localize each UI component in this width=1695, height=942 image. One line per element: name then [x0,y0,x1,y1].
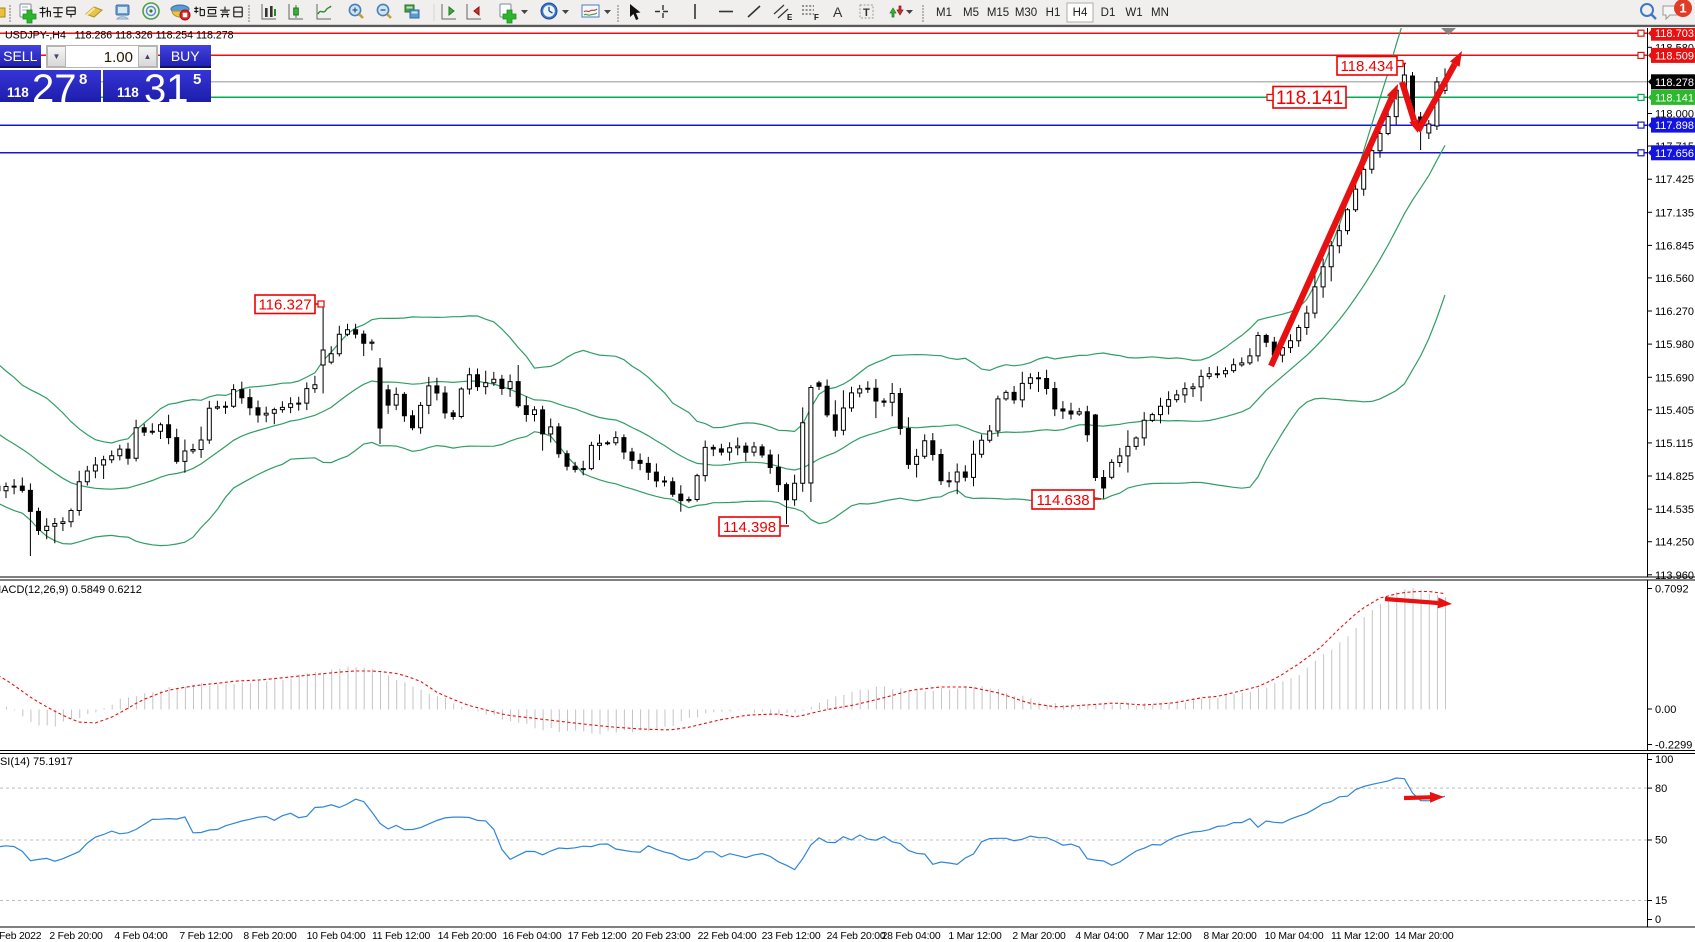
svg-text:113.960: 113.960 [1655,570,1694,582]
svg-text:M30: M30 [1015,7,1037,19]
svg-text:14 Feb 20:00: 14 Feb 20:00 [438,931,497,942]
svg-text:8 Feb 20:00: 8 Feb 20:00 [243,931,297,942]
svg-text:-0.2299: -0.2299 [1655,740,1692,752]
svg-text:2 Mar 20:00: 2 Mar 20:00 [1012,931,1066,942]
svg-text:11 Mar 12:00: 11 Mar 12:00 [1331,931,1389,942]
svg-text:116.270: 116.270 [1655,306,1694,318]
svg-text:115.980: 115.980 [1655,339,1694,351]
svg-text:114.638: 114.638 [1036,492,1089,509]
svg-text:1: 1 [1679,1,1686,16]
svg-text:80: 80 [1655,783,1667,795]
svg-text:118.141: 118.141 [1276,88,1343,109]
svg-text:117.656: 117.656 [1655,148,1694,160]
svg-text:100: 100 [1655,754,1673,766]
svg-text:RSI(14) 75.1917: RSI(14) 75.1917 [0,756,73,768]
svg-text:116.560: 116.560 [1655,273,1694,285]
svg-text:23 Feb 12:00: 23 Feb 12:00 [762,931,821,942]
svg-text:2 Feb 20:00: 2 Feb 20:00 [49,931,103,942]
svg-text:M15: M15 [987,7,1009,19]
svg-text:MN: MN [1151,7,1169,19]
svg-text:114.250: 114.250 [1655,537,1694,549]
svg-text:114.535: 114.535 [1655,504,1694,516]
svg-text:H1: H1 [1046,7,1061,19]
svg-text:118.434: 118.434 [1340,58,1393,75]
svg-text:15: 15 [1655,895,1667,907]
svg-text:118.278: 118.278 [1655,77,1694,89]
svg-text:50: 50 [1655,835,1667,847]
svg-text:0: 0 [1655,914,1661,926]
svg-text:D1: D1 [1101,7,1116,19]
svg-text:MACD(12,26,9) 0.5849 0.6212: MACD(12,26,9) 0.5849 0.6212 [0,584,142,596]
svg-text:A: A [833,4,843,20]
svg-text:117.425: 117.425 [1655,174,1694,186]
svg-text:0.00: 0.00 [1655,704,1676,716]
svg-text:116.845: 116.845 [1655,240,1694,252]
svg-text:118.509: 118.509 [1655,50,1694,62]
svg-text:28 Feb 04:00: 28 Feb 04:00 [882,931,941,942]
svg-text:116.327: 116.327 [258,297,311,314]
svg-text:117.135: 117.135 [1655,207,1694,219]
svg-text:T: T [863,7,870,19]
svg-text:22 Feb 04:00: 22 Feb 04:00 [698,931,757,942]
svg-text:114.825: 114.825 [1655,471,1694,483]
svg-text:115.115: 115.115 [1655,438,1693,450]
svg-text:10 Feb 04:00: 10 Feb 04:00 [307,931,366,942]
svg-text:H4: H4 [1073,7,1088,19]
svg-text:F: F [814,13,819,22]
svg-text:E: E [787,13,793,22]
svg-text:USDJPY-,H4 118.286 118.326 1: USDJPY-,H4 118.286 118.326 118.254 118.2… [5,30,234,42]
svg-text:8 Mar 20:00: 8 Mar 20:00 [1203,931,1257,942]
svg-text:4 Mar 04:00: 4 Mar 04:00 [1075,931,1129,942]
svg-text:20 Feb 23:00: 20 Feb 23:00 [632,931,691,942]
svg-text:115.690: 115.690 [1655,372,1694,384]
svg-text:115.405: 115.405 [1655,405,1694,417]
svg-text:118.000: 118.000 [1655,109,1694,121]
svg-text:7 Mar 12:00: 7 Mar 12:00 [1138,931,1192,942]
svg-text:7 Feb 12:00: 7 Feb 12:00 [179,931,233,942]
svg-text:M1: M1 [936,7,952,19]
svg-text:W1: W1 [1125,7,1142,19]
svg-text:11 Feb 12:00: 11 Feb 12:00 [372,931,430,942]
svg-text:17 Feb 12:00: 17 Feb 12:00 [568,931,627,942]
svg-text:M5: M5 [963,7,979,19]
svg-text:114.398: 114.398 [723,519,776,536]
svg-text:117.898: 117.898 [1655,120,1694,132]
svg-text:118.703: 118.703 [1655,28,1694,40]
svg-text:1 Mar 12:00: 1 Mar 12:00 [948,931,1002,942]
svg-text:118.141: 118.141 [1655,92,1694,104]
svg-text:16 Feb 04:00: 16 Feb 04:00 [503,931,562,942]
svg-text:1 Feb 2022: 1 Feb 2022 [0,931,42,942]
svg-text:0.7092: 0.7092 [1655,584,1689,596]
svg-text:14 Mar 20:00: 14 Mar 20:00 [1395,931,1454,942]
svg-text:24 Feb 20:00: 24 Feb 20:00 [827,931,886,942]
svg-text:10 Mar 04:00: 10 Mar 04:00 [1265,931,1324,942]
svg-text:4 Feb 04:00: 4 Feb 04:00 [114,931,168,942]
